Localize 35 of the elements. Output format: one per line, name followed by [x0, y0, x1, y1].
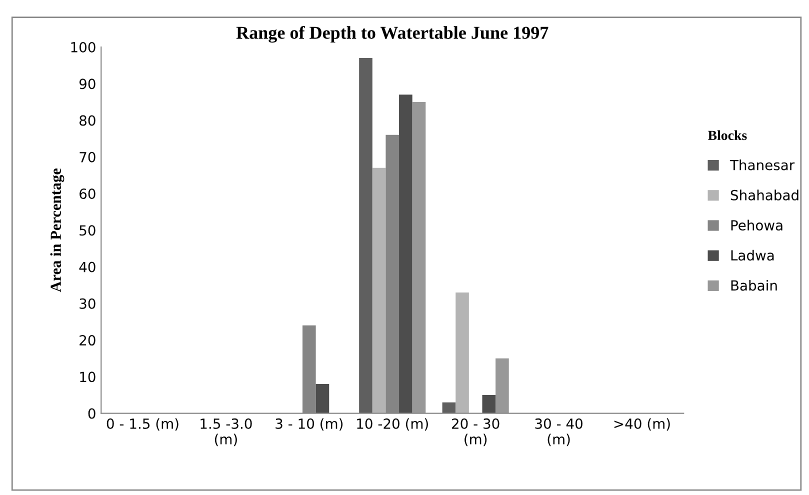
- bar: [412, 102, 426, 414]
- bar: [442, 402, 456, 414]
- y-tick-label: 90: [79, 78, 96, 90]
- legend-label: Ladwa: [731, 250, 774, 261]
- y-tick-label: 0: [88, 408, 96, 419]
- y-tick-label: 70: [80, 152, 96, 162]
- y-tick-label: 20: [80, 335, 96, 346]
- bar: [372, 168, 386, 414]
- bar: [359, 58, 372, 414]
- x-tick-label: 30 - 40 (m): [535, 418, 582, 446]
- bar: [482, 395, 496, 414]
- y-tick-label: 30: [80, 298, 96, 309]
- x-tick-label: 0 - 1.5 (m): [106, 418, 178, 431]
- bar: [496, 358, 509, 414]
- x-tick-label: 10 -20 (m): [357, 418, 428, 431]
- y-axis-title: Area in Percentage: [50, 168, 64, 292]
- y-tick-label: 80: [80, 115, 96, 126]
- y-tick-label: 60: [80, 188, 96, 200]
- x-tick-label: 3 - 10 (m): [276, 418, 343, 431]
- x-tick-label: 20 - 30 (m): [452, 418, 500, 446]
- y-tick-label: 50: [80, 225, 96, 236]
- chart-title: Range of Depth to Watertable June 1997: [236, 26, 548, 43]
- bar: [456, 292, 469, 414]
- legend-title: Blocks: [708, 130, 747, 140]
- x-tick-label: >40 (m): [614, 418, 670, 431]
- legend-label: Babain: [731, 280, 777, 291]
- x-tick-label: 1.5 -3.0 (m): [200, 418, 252, 446]
- y-tick-label: 100: [71, 42, 96, 52]
- y-tick-label: 10: [80, 372, 96, 382]
- legend-label: Shahabad: [730, 190, 798, 200]
- y-tick-label: 40: [79, 262, 96, 272]
- bar: [316, 384, 330, 414]
- legend-label: Pehowa: [731, 220, 782, 231]
- bar: [399, 94, 412, 414]
- legend-label: Thanesar: [730, 160, 795, 170]
